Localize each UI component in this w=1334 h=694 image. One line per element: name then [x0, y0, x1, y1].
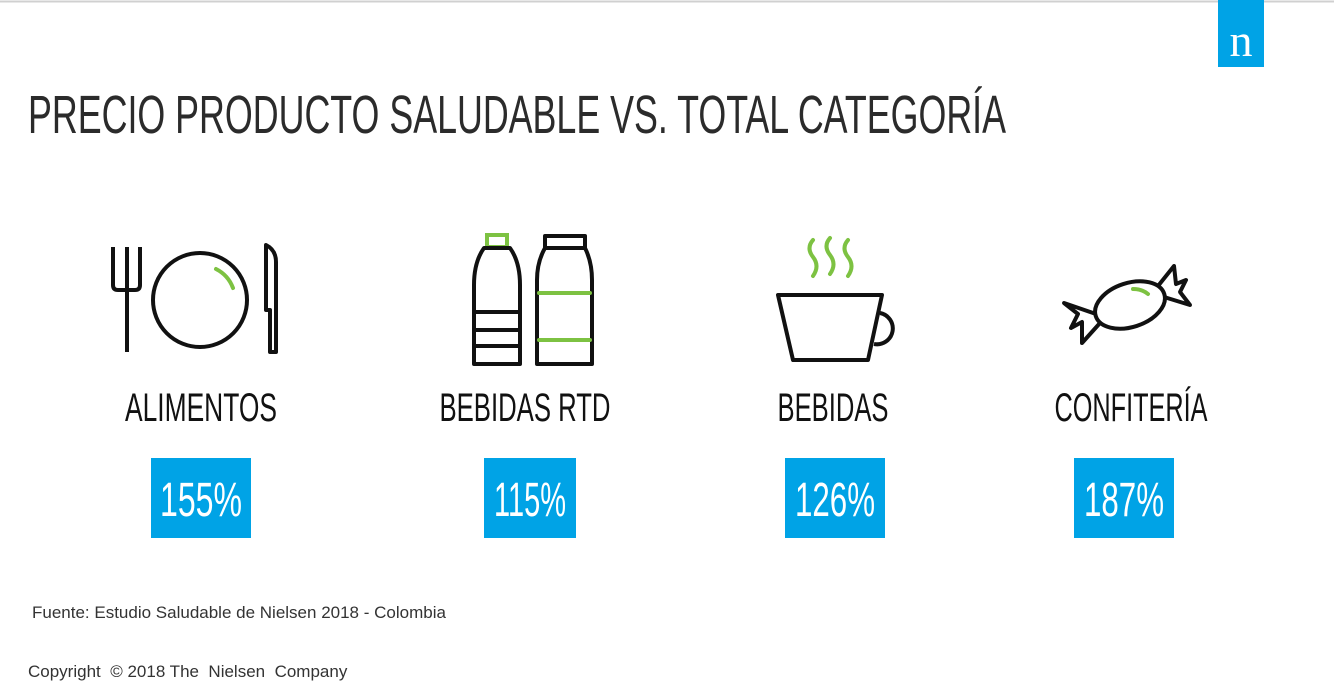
category-label: ALIMENTOS [125, 386, 277, 430]
category-label: CONFITERÍA [1055, 385, 1208, 430]
source: Fuente: Estudio Saludable de Nielsen 201… [32, 603, 446, 622]
value-label: 115% [494, 474, 566, 527]
logo-box [1218, 0, 1264, 67]
cup-icon [776, 236, 895, 362]
category-label: BEBIDAS [778, 386, 889, 430]
category-label: BEBIDAS RTD [440, 386, 611, 430]
value-box [484, 458, 576, 538]
copyright: Copyright © 2018 The Nielsen Company [28, 662, 348, 681]
value-label: 155% [160, 474, 242, 527]
value-label: 126% [795, 474, 875, 527]
logo: n [1230, 15, 1253, 66]
value-box [151, 458, 251, 538]
value-box [1074, 458, 1174, 538]
title: PRECIO PRODUCTO SALUDABLE VS. TOTAL CATE… [28, 85, 1006, 145]
value-label: 187% [1084, 474, 1164, 527]
candy-icon [1062, 264, 1192, 345]
items: ALIMENTOS 155% BEBIDAS RTD 115% BEBIDAS 126% C… [125, 385, 1208, 538]
bottles-icon [472, 233, 594, 366]
value-box [785, 458, 885, 538]
food-icon [111, 243, 278, 354]
